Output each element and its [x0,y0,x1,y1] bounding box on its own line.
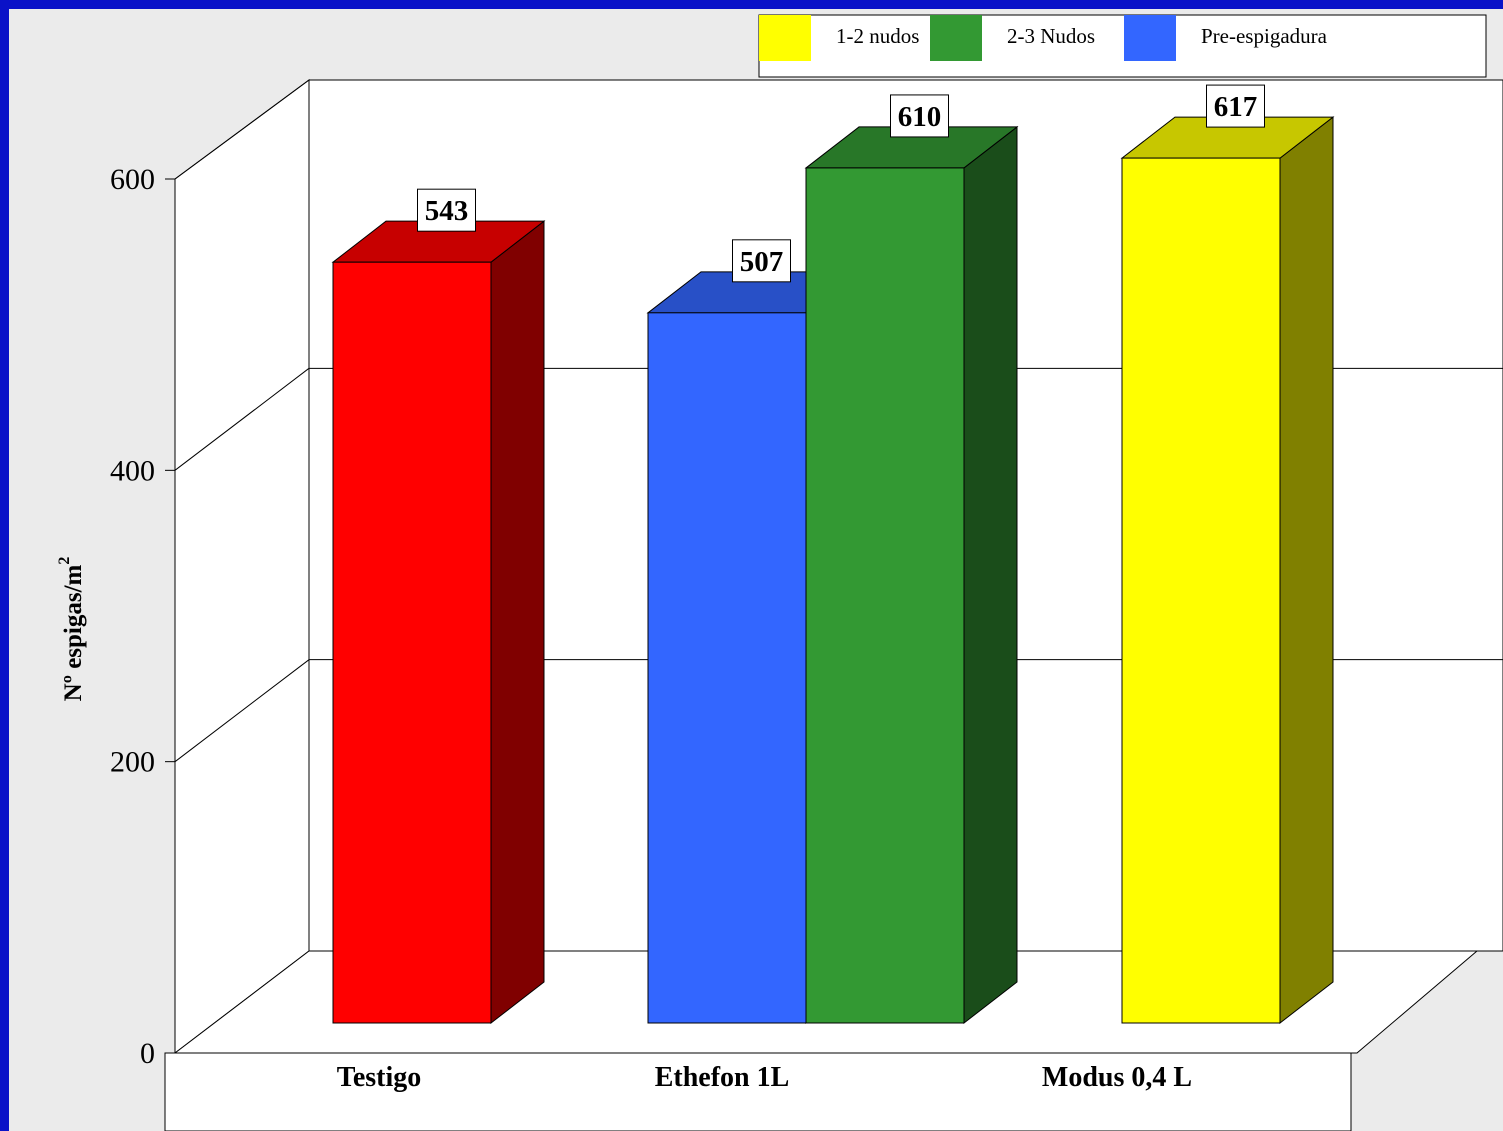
category-labels: Testigo Ethefon 1L Modus 0,4 L [337,1062,1192,1093]
bar-chart: 0 200 400 600 Nº espigas/m2 Testigo Ethefon … [56,14,1503,1131]
value-label-box [417,188,476,232]
legend-label: Pre-espigadura [1201,24,1328,48]
y-axis-label-superscript: 2 [56,557,73,565]
bar: 617 [1120,84,1335,1025]
bar-side [1279,116,1334,1025]
legend-label: 2-3 Nudos [1007,24,1095,48]
y-axis-label: Nº espigas/m2 [56,557,87,702]
value-label: 617 [1214,91,1258,123]
bar-side [963,125,1018,1025]
y-axis-label-text: Nº espigas/m [60,564,87,701]
category-box [164,1052,1352,1131]
bars: 543 507 610 617 [331,84,1335,1025]
bar-front [332,261,492,1024]
y-tick-label: 600 [110,163,155,196]
legend-swatch [930,15,982,61]
gridline-diag [174,79,310,180]
category-label: Ethefon 1L [655,1062,790,1093]
bar: 543 [331,188,546,1025]
y-tick-label: 200 [110,746,155,779]
side-wall [174,79,310,1055]
legend-box [758,14,1487,78]
legend-label: 1-2 nudos [836,24,919,48]
value-label: 507 [740,246,784,278]
legend-swatch [759,15,811,61]
bar: 610 [804,94,1019,1025]
bar-front [1121,157,1281,1024]
value-label: 610 [898,101,942,133]
chart-frame: 0 200 400 600 Nº espigas/m2 Testigo Ethefon … [9,9,1503,1131]
gridline-diag [174,659,310,763]
legend-swatch [1124,15,1176,61]
y-tick-label: 0 [140,1037,155,1070]
bar-side [490,220,545,1025]
y-axis-ticks: 0 200 400 600 [110,163,175,1070]
bar-front [805,167,965,1024]
category-label: Testigo [337,1062,422,1093]
bar-front [647,312,807,1024]
value-label: 543 [425,195,469,227]
legend: 1-2 nudos 2-3 Nudos Pre-espigadura [759,15,1328,61]
gridline-diag [174,367,310,471]
value-label-box [890,94,949,138]
value-label-box [732,239,791,283]
y-tick-label: 400 [110,454,155,487]
value-label-box [1206,84,1265,128]
category-label: Modus 0,4 L [1042,1062,1192,1093]
